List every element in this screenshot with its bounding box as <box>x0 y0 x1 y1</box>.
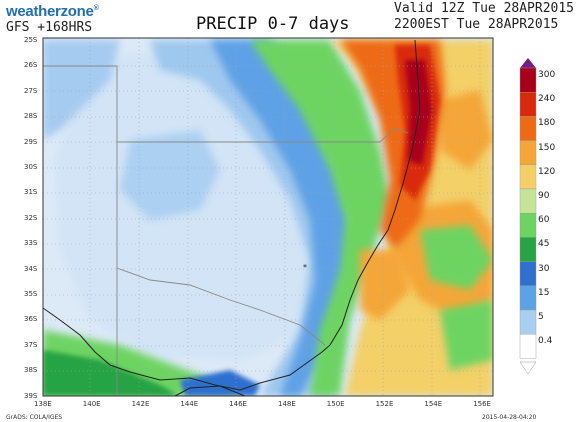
colorbar-label: 150 <box>538 142 556 153</box>
lon-label: 138E <box>34 400 52 408</box>
colorbar-segment <box>519 285 537 311</box>
colorbar-label: 180 <box>538 118 556 129</box>
lat-label: 34S <box>24 264 38 273</box>
lat-label: 29S <box>24 137 38 146</box>
state-borders <box>43 65 409 396</box>
precip-patch-green-southeast <box>440 300 493 370</box>
lon-label: 152E <box>375 400 394 408</box>
colorbar-label: 30 <box>538 263 550 274</box>
colorbar-segment <box>519 91 537 117</box>
colorbar-segment <box>519 67 537 93</box>
colorbar-bottom-arrow <box>519 361 537 375</box>
lon-label: 144E <box>180 400 199 408</box>
lat-label: 31S <box>24 188 38 197</box>
city-marker-icon: * <box>303 263 307 272</box>
colorbar-label: 5 <box>538 312 544 322</box>
lat-label: 25S <box>24 36 38 44</box>
lat-label: 28S <box>24 112 38 121</box>
colorbar-label: 240 <box>538 94 556 105</box>
colorbar-label: 0.4 <box>538 336 553 347</box>
map-title: PRECIP 0-7 days <box>196 14 350 34</box>
lat-label: 37S <box>24 340 38 349</box>
lat-label: 36S <box>24 315 38 324</box>
colorbar-label: 90 <box>538 191 550 201</box>
lat-label: 38S <box>24 366 38 375</box>
lat-label: 39S <box>24 391 38 400</box>
colorbar-segment <box>519 116 537 141</box>
colorbar-label: 15 <box>538 287 550 298</box>
lat-label: 33S <box>24 239 38 248</box>
lat-label: 26S <box>24 61 38 70</box>
colorbar-segment <box>519 140 537 166</box>
lat-label: 35S <box>24 290 38 298</box>
colorbar-label: 60 <box>538 215 550 226</box>
colorbar-segment <box>519 164 537 190</box>
precip-band-green <box>250 40 390 396</box>
precip-patch-orange <box>360 250 410 320</box>
colorbar-segment <box>519 309 537 335</box>
footer-timestamp: 2015-04-28-04:20 <box>482 414 537 421</box>
valid-line-1: Valid 12Z Tue 28APR2015 <box>394 1 575 16</box>
colorbar-segment <box>519 188 537 214</box>
lat-label: 27S <box>24 86 38 95</box>
lon-label: 154E <box>424 400 443 408</box>
colorbar-label: 300 <box>538 70 556 80</box>
colorbar <box>519 58 537 375</box>
colorbar-segment <box>519 334 537 359</box>
precip-band-south-dark <box>43 350 180 396</box>
lon-label: 148E <box>278 400 296 408</box>
precip-band-northwest <box>43 40 120 140</box>
precip-patch-inland <box>120 130 220 220</box>
lon-label: 140E <box>82 400 101 408</box>
lon-label: 150E <box>326 400 345 408</box>
colorbar-label: 45 <box>538 239 550 250</box>
logo-mark: ® <box>93 5 99 12</box>
model-label: GFS +168HRS <box>6 20 93 35</box>
map-frame <box>42 37 494 397</box>
valid-time: Valid 12Z Tue 28APR2015 2200EST Tue 28AP… <box>394 1 574 33</box>
valid-line-2: 2200EST Tue 28APR2015 <box>394 17 559 32</box>
colorbar-label: 120 <box>538 166 556 177</box>
precip-patch-green-ocean <box>420 225 493 290</box>
lon-label: 142E <box>131 400 150 408</box>
precip-field <box>43 38 493 396</box>
lon-label: 146E <box>229 400 247 408</box>
coastline <box>42 39 421 397</box>
colorbar-segment <box>519 212 537 238</box>
lon-label: 156E <box>473 400 491 408</box>
colorbar-segment <box>519 237 537 262</box>
logo-text: weatherzone <box>6 3 94 20</box>
footer-source: GrADS: COLA/IGES <box>6 414 63 421</box>
colorbar-segment <box>519 261 537 287</box>
colorbar-top-arrow <box>520 58 536 68</box>
lat-label: 32S <box>24 213 38 222</box>
weatherzone-logo: weatherzone® <box>6 3 99 20</box>
lat-label: 30S <box>24 163 38 171</box>
precip-band-dark-red-core <box>405 60 432 165</box>
